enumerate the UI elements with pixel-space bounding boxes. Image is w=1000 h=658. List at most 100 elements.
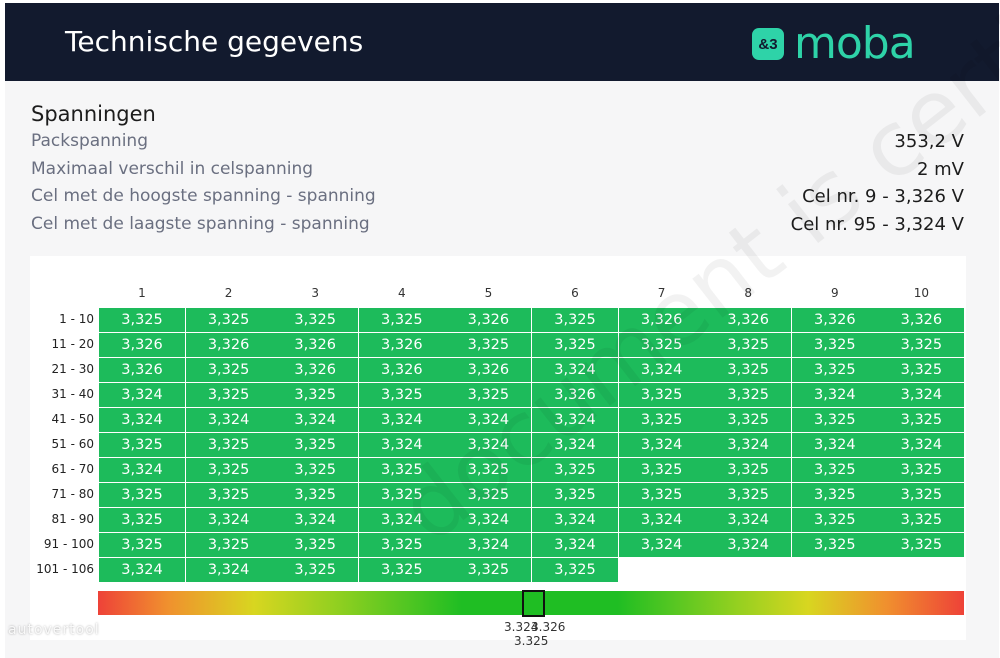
grid-cell: 3,326	[878, 308, 965, 332]
grid-row-label: 11 - 20	[51, 337, 95, 351]
grid-cell: 3,325	[878, 408, 965, 432]
grid-cell: 3,325	[358, 383, 445, 407]
grid-cell: 3,325	[532, 483, 618, 507]
grid-cell: 3,324	[358, 408, 445, 432]
grid-cell: 3,324	[878, 433, 965, 457]
grid-row-label: 21 - 30	[51, 362, 95, 376]
grid-cell: 3,326	[99, 333, 185, 357]
grid-cell: 3,325	[358, 308, 445, 332]
grid-cell: 3,325	[272, 383, 359, 407]
page-header: Technische gegevens &3 moba	[5, 3, 999, 81]
grid-cell: 3,324	[532, 533, 618, 557]
grid-cell: 3,324	[99, 408, 185, 432]
grid-cell: 3,325	[445, 333, 532, 357]
spec-value: 2 mV	[916, 158, 964, 180]
grid-cell: 3,325	[185, 483, 272, 507]
grid-cell: 3,325	[618, 408, 705, 432]
spec-row: Cel met de laagste spanning - spanning Ce…	[31, 214, 964, 238]
grid-cell: 3,324	[618, 508, 705, 532]
spec-label: Maximaal verschil in celspanning	[31, 158, 314, 179]
grid-row-label: 51 - 60	[51, 437, 95, 451]
scale-max-label: 3.326	[531, 620, 566, 634]
grid-cell: 3,326	[272, 333, 359, 357]
grid-cell: 3,325	[272, 433, 359, 457]
cell-voltage-grid: 1 2 3 4 5 6 7 8 9 10 1 - 10 3,325 3,325 3,325 3,325 3,…	[30, 256, 966, 640]
grid-cell: 3,324	[185, 508, 272, 532]
grid-cell: 3,325	[705, 333, 792, 357]
grid-cell: 3,325	[878, 533, 965, 557]
grid-cell: 3,326	[272, 358, 359, 382]
grid-column-header: 5	[484, 286, 493, 300]
grid-cell: 3,324	[791, 433, 878, 457]
spec-value: Cel nr. 95 - 3,324 V	[790, 213, 964, 235]
grid-cell: 3,325	[532, 558, 618, 582]
grid-cell: 3,325	[99, 533, 185, 557]
grid-cell: 3,324	[532, 508, 618, 532]
grid-cell: 3,325	[272, 458, 359, 482]
grid-row-label: 41 - 50	[51, 412, 95, 426]
grid-column-header: 3	[311, 286, 319, 300]
grid-row-label: 1 - 10	[59, 312, 94, 326]
grid-cell: 3,324	[618, 533, 705, 557]
grid-cell: 3,326	[358, 358, 445, 382]
corner-watermark: autovertool	[8, 622, 100, 638]
grid-cell: 3,325	[185, 433, 272, 457]
grid-column-header: 7	[657, 286, 666, 300]
grid-cell: 3,325	[99, 308, 185, 332]
grid-cell: 3,325	[99, 508, 185, 532]
grid-cell: 3,325	[878, 458, 965, 482]
grid-cell: 3,325	[445, 558, 532, 582]
grid-cell: 3,325	[185, 533, 272, 557]
grid-cell: 3,325	[791, 408, 878, 432]
spec-value: 353,2 V	[894, 131, 964, 152]
grid-cell: 3,325	[878, 358, 965, 382]
grid-cell: 3,325	[791, 333, 878, 357]
grid-cell: 3,325	[358, 533, 445, 557]
grid-cell: 3,325	[272, 558, 359, 582]
grid-cell: 3,324	[185, 408, 272, 432]
grid-cell: 3,325	[791, 508, 878, 532]
grid-cell: 3,324	[532, 358, 618, 382]
grid-row-label: 71 - 80	[51, 487, 95, 501]
grid-cell: 3,325	[878, 508, 965, 532]
grid-cell: 3,325	[618, 458, 705, 482]
grid-cell: 3,324	[705, 508, 792, 532]
grid-cell: 3,324	[705, 533, 792, 557]
grid-column-header: 9	[830, 286, 839, 300]
grid-cell: 3,324	[99, 558, 185, 582]
grid-cell: 3,324	[532, 408, 618, 432]
grid-cell: 3,325	[185, 458, 272, 482]
grid-cell: 3,324	[445, 533, 532, 557]
grid-cell: 3,325	[358, 483, 445, 507]
logo-mark-icon: &3	[752, 28, 784, 60]
grid-cell: 3,325	[272, 483, 359, 507]
section-title-voltages: Spanningen	[31, 102, 156, 126]
grid-cell: 3,324	[618, 433, 705, 457]
grid-row-label: 61 - 70	[51, 462, 95, 476]
scale-avg-label: 3.325	[514, 634, 549, 648]
grid-cell: 3,325	[445, 483, 532, 507]
grid-cell: 3,325	[618, 333, 705, 357]
grid-cell: 3,325	[878, 333, 965, 357]
spec-label: Cel met de laagste spanning - spanning	[31, 213, 370, 234]
grid-cell: 3,325	[185, 308, 272, 332]
grid-cell: 3,325	[878, 483, 965, 507]
grid-cell: 3,325	[272, 308, 359, 332]
grid-cell: 3,326	[791, 308, 878, 332]
grid-row-label: 101 - 106	[36, 562, 94, 576]
grid-cell: 3,326	[358, 333, 445, 357]
grid-cell: 3,325	[99, 483, 185, 507]
grid-column-header: 8	[744, 286, 752, 300]
spec-label: Cel met de hoogste spanning - spanning	[31, 186, 376, 206]
grid-cell: 3,324	[358, 433, 445, 457]
grid-cell: 3,325	[185, 383, 272, 407]
grid-cell: 3,325	[532, 458, 618, 482]
grid-cell: 3,326	[532, 383, 618, 407]
grid-cell: 3,324	[99, 458, 185, 482]
grid-cell: 3,325	[532, 308, 618, 332]
grid-cell: 3,324	[618, 358, 705, 382]
grid-cell: 3,324	[878, 383, 965, 407]
grid-cell: 3,325	[791, 458, 878, 482]
grid-cell: 3,325	[705, 358, 792, 382]
grid-cell: 3,324	[532, 433, 618, 457]
